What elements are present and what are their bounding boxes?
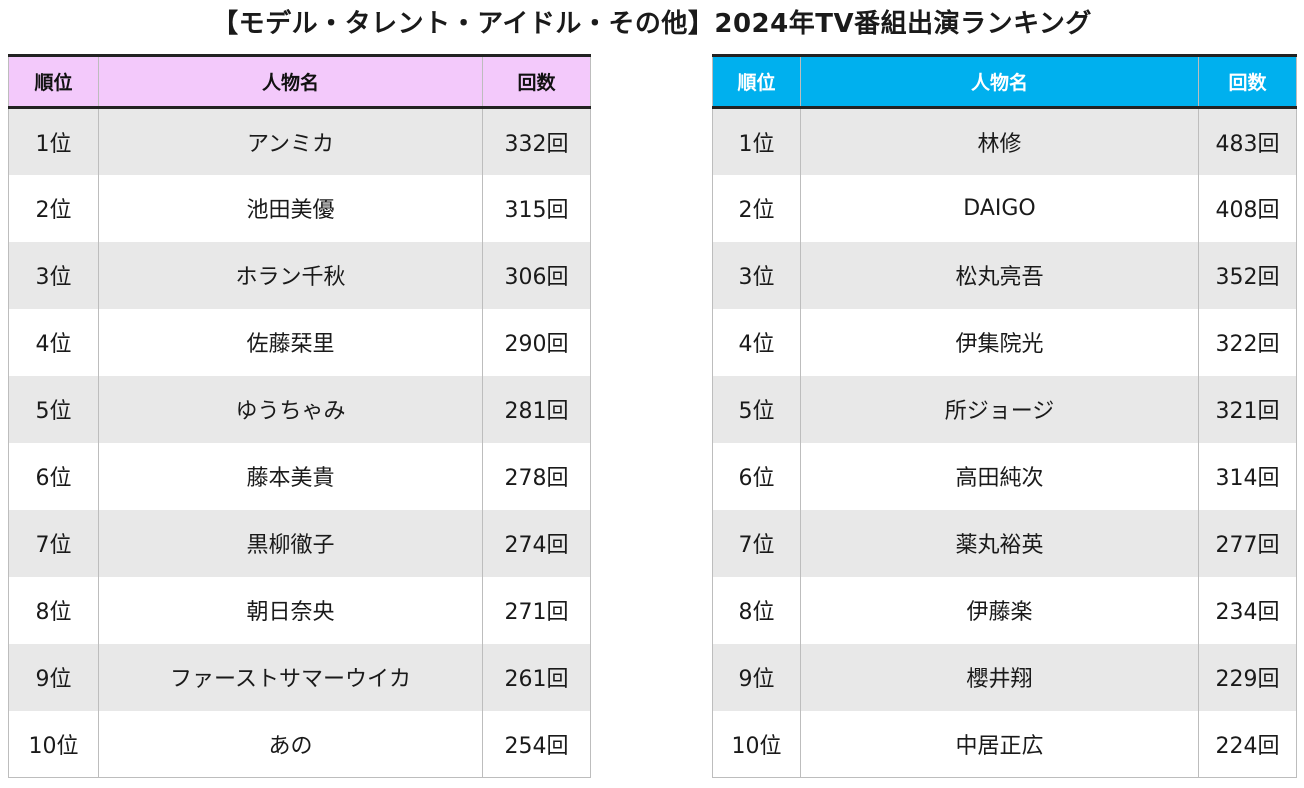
rank-cell: 4位 [712, 308, 801, 376]
rank-cell: 6位 [712, 442, 801, 510]
rank-cell: 9位 [712, 643, 801, 711]
header-name: 人物名 [800, 54, 1199, 109]
header-rank: 順位 [8, 54, 99, 109]
name-cell: 高田純次 [800, 442, 1199, 510]
rank-cell: 1位 [8, 107, 99, 175]
table-row: 8位 伊藤楽 234回 [712, 576, 1297, 644]
table-row: 1位 林修 483回 [712, 107, 1297, 175]
rank-cell: 5位 [8, 375, 99, 443]
rank-cell: 6位 [8, 442, 99, 510]
table-row: 5位 所ジョージ 321回 [712, 375, 1297, 443]
count-cell: 314回 [1198, 442, 1297, 510]
rank-cell: 3位 [8, 241, 99, 309]
rank-cell: 9位 [8, 643, 99, 711]
count-cell: 408回 [1198, 174, 1297, 242]
table-row: 3位 ホラン千秋 306回 [8, 241, 591, 309]
count-cell: 281回 [482, 375, 591, 443]
table-row: 3位 松丸亮吾 352回 [712, 241, 1297, 309]
count-cell: 229回 [1198, 643, 1297, 711]
count-cell: 271回 [482, 576, 591, 644]
rank-cell: 7位 [8, 509, 99, 577]
name-cell: 池田美優 [98, 174, 483, 242]
count-cell: 306回 [482, 241, 591, 309]
count-cell: 261回 [482, 643, 591, 711]
count-cell: 322回 [1198, 308, 1297, 376]
count-cell: 315回 [482, 174, 591, 242]
count-cell: 277回 [1198, 509, 1297, 577]
name-cell: 櫻井翔 [800, 643, 1199, 711]
name-cell: 朝日奈央 [98, 576, 483, 644]
table-row: 5位 ゆうちゃみ 281回 [8, 375, 591, 443]
header-count: 回数 [1198, 54, 1297, 109]
table-row: 9位 櫻井翔 229回 [712, 643, 1297, 711]
count-cell: 290回 [482, 308, 591, 376]
rank-cell: 10位 [8, 710, 99, 778]
count-cell: 254回 [482, 710, 591, 778]
name-cell: あの [98, 710, 483, 778]
rank-cell: 5位 [712, 375, 801, 443]
name-cell: ホラン千秋 [98, 241, 483, 309]
name-cell: 伊藤楽 [800, 576, 1199, 644]
header-count: 回数 [482, 54, 591, 109]
ranking-table-right: 順位 人物名 回数 1位 林修 483回 2位 DAIGO 408回 3位 松丸亮吾 352回 4… [712, 54, 1297, 778]
rank-cell: 3位 [712, 241, 801, 309]
name-cell: 松丸亮吾 [800, 241, 1199, 309]
table-row: 6位 藤本美貴 278回 [8, 442, 591, 510]
header-name: 人物名 [98, 54, 483, 109]
table-header-row: 順位 人物名 回数 [712, 54, 1297, 109]
table-row: 4位 佐藤栞里 290回 [8, 308, 591, 376]
table-header-row: 順位 人物名 回数 [8, 54, 591, 109]
table-row: 2位 DAIGO 408回 [712, 174, 1297, 242]
page-title: 【モデル・タレント・アイドル・その他】2024年TV番組出演ランキング [212, 9, 1092, 39]
name-cell: 黒柳徹子 [98, 509, 483, 577]
count-cell: 332回 [482, 107, 591, 175]
table-row: 2位 池田美優 315回 [8, 174, 591, 242]
ranking-table-left: 順位 人物名 回数 1位 アンミカ 332回 2位 池田美優 315回 3位 ホラン千秋 306… [8, 54, 591, 778]
rank-cell: 7位 [712, 509, 801, 577]
name-cell: 藤本美貴 [98, 442, 483, 510]
count-cell: 321回 [1198, 375, 1297, 443]
table-row: 6位 高田純次 314回 [712, 442, 1297, 510]
name-cell: 林修 [800, 107, 1199, 175]
count-cell: 234回 [1198, 576, 1297, 644]
rank-cell: 2位 [712, 174, 801, 242]
table-row: 4位 伊集院光 322回 [712, 308, 1297, 376]
header-rank: 順位 [712, 54, 801, 109]
table-row: 8位 朝日奈央 271回 [8, 576, 591, 644]
table-row: 7位 黒柳徹子 274回 [8, 509, 591, 577]
count-cell: 352回 [1198, 241, 1297, 309]
table-row: 10位 中居正広 224回 [712, 710, 1297, 778]
name-cell: 薬丸裕英 [800, 509, 1199, 577]
count-cell: 224回 [1198, 710, 1297, 778]
table-row: 9位 ファーストサマーウイカ 261回 [8, 643, 591, 711]
count-cell: 278回 [482, 442, 591, 510]
name-cell: アンミカ [98, 107, 483, 175]
rank-cell: 1位 [712, 107, 801, 175]
count-cell: 483回 [1198, 107, 1297, 175]
table-row: 10位 あの 254回 [8, 710, 591, 778]
name-cell: DAIGO [800, 174, 1199, 242]
table-body: 1位 林修 483回 2位 DAIGO 408回 3位 松丸亮吾 352回 4位 伊集院光 322回 5… [712, 107, 1297, 778]
table-row: 1位 アンミカ 332回 [8, 107, 591, 175]
rank-cell: 8位 [8, 576, 99, 644]
rank-cell: 4位 [8, 308, 99, 376]
table-row: 7位 薬丸裕英 277回 [712, 509, 1297, 577]
count-cell: 274回 [482, 509, 591, 577]
table-body: 1位 アンミカ 332回 2位 池田美優 315回 3位 ホラン千秋 306回 4位 佐藤栞里 290… [8, 107, 591, 778]
name-cell: 伊集院光 [800, 308, 1199, 376]
name-cell: ゆうちゃみ [98, 375, 483, 443]
rank-cell: 2位 [8, 174, 99, 242]
name-cell: 中居正広 [800, 710, 1199, 778]
rank-cell: 10位 [712, 710, 801, 778]
name-cell: 所ジョージ [800, 375, 1199, 443]
name-cell: 佐藤栞里 [98, 308, 483, 376]
rank-cell: 8位 [712, 576, 801, 644]
name-cell: ファーストサマーウイカ [98, 643, 483, 711]
